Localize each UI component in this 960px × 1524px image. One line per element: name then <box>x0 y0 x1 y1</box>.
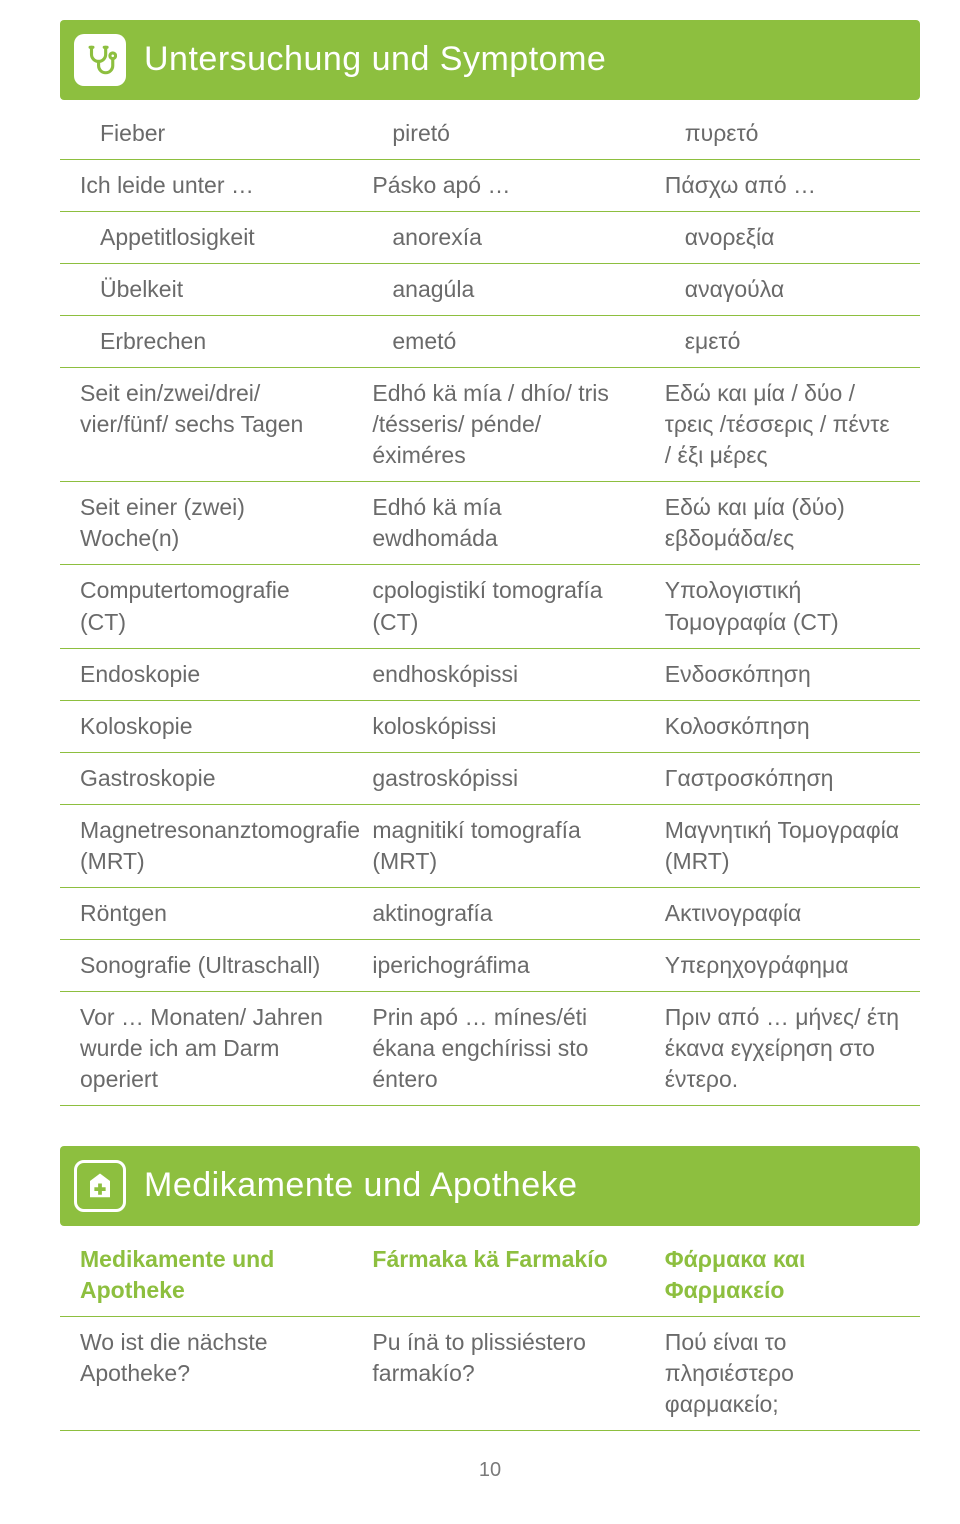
table-cell: Υπολογιστική Τομογραφία (CT) <box>645 573 920 639</box>
table-cell: endhoskópissi <box>352 657 644 692</box>
table-cell: Edhó kä mía / dhío/ tris /tésseris/ pénd… <box>352 376 644 473</box>
table-symptoms: FieberpiretóπυρετόIch leide unter …Pásko… <box>60 108 920 1106</box>
table-cell: Pu ínä to plissiéstero farmakío? <box>352 1325 644 1422</box>
table-cell: Υπερηχογράφημα <box>645 948 920 983</box>
table-row: Wo ist die nächste Apotheke?Pu ínä to pl… <box>60 1317 920 1431</box>
table-cell: cpologistikí tomografía (CT) <box>352 573 644 639</box>
table-cell: Gastroskopie <box>60 761 352 796</box>
table-cell: Εδώ και μία (δύο) εβδομάδα/ες <box>645 490 920 556</box>
table-cell: Fieber <box>60 116 352 151</box>
table-row: Sonografie (Ultraschall)iperichográfimaΥ… <box>60 940 920 992</box>
table-cell: αναγούλα <box>645 272 920 307</box>
table-cell: ανορεξία <box>645 220 920 255</box>
table-cell: Röntgen <box>60 896 352 931</box>
table-row: RöntgenaktinografíaΑκτινογραφία <box>60 888 920 940</box>
table-cell: emetó <box>352 324 644 359</box>
table-cell: anagúla <box>352 272 644 307</box>
table-pharmacy: Medikamente und Apotheke Fármaka kä Farm… <box>60 1234 920 1431</box>
table-cell: Κολοσκόπηση <box>645 709 920 744</box>
table-cell: Πού είναι το πλησιέστερο φαρμακείο; <box>645 1325 920 1422</box>
table-row: GastroskopiegastroskópissiΓαστροσκόπηση <box>60 753 920 805</box>
section-header-pharmacy: Medikamente und Apotheke <box>60 1146 920 1226</box>
table-row: EndoskopieendhoskópissiΕνδοσκόπηση <box>60 649 920 701</box>
table-row: Fieberpiretóπυρετό <box>60 108 920 160</box>
table-row: Appetitlosigkeitanorexíaανορεξία <box>60 212 920 264</box>
table-row: Seit einer (zwei) Woche(n)Edhó kä mía ew… <box>60 482 920 565</box>
table-cell: Edhó kä mía ewdhomáda <box>352 490 644 556</box>
heading-cell: Fármaka kä Farmakío <box>352 1242 644 1308</box>
table-cell: magnitikí tomografía (MRT) <box>352 813 644 879</box>
table-row: Erbrechenemetóεμετό <box>60 316 920 368</box>
table-cell: Γαστροσκόπηση <box>645 761 920 796</box>
table-cell: koloskópissi <box>352 709 644 744</box>
table-cell: Wo ist die nächste Apotheke? <box>60 1325 352 1422</box>
table-cell: Πριν από … μήνες/ έτη έκανα εγχείρηση στ… <box>645 1000 920 1097</box>
table-cell: πυρετό <box>645 116 920 151</box>
table-cell: εμετό <box>645 324 920 359</box>
table-cell: Πάσχω από … <box>645 168 920 203</box>
table-row: Computertomografie (CT)cpologistikí tomo… <box>60 565 920 648</box>
table-row: Ich leide unter …Pásko apó …Πάσχω από … <box>60 160 920 212</box>
table-cell: Endoskopie <box>60 657 352 692</box>
table-cell: anorexía <box>352 220 644 255</box>
table-row: KoloskopiekoloskópissiΚολοσκόπηση <box>60 701 920 753</box>
table-cell: piretó <box>352 116 644 151</box>
page-number: 10 <box>60 1457 920 1484</box>
table-cell: Μαγνητική Τομογραφία (MRT) <box>645 813 920 879</box>
table-row: Seit ein/zwei/drei/ vier/fünf/ sechs Tag… <box>60 368 920 482</box>
table-cell: Übelkeit <box>60 272 352 307</box>
section-title: Untersuchung und Symptome <box>144 37 606 83</box>
table-cell: Erbrechen <box>60 324 352 359</box>
table-cell: Ενδοσκόπηση <box>645 657 920 692</box>
table-cell: gastroskópissi <box>352 761 644 796</box>
table-cell: Magnetresonanztomografie (MRT) <box>60 813 352 879</box>
table-cell: Computertomografie (CT) <box>60 573 352 639</box>
table-row: Magnetresonanztomografie (MRT)magnitikí … <box>60 805 920 888</box>
table-cell: Koloskopie <box>60 709 352 744</box>
table-cell: Seit einer (zwei) Woche(n) <box>60 490 352 556</box>
table-cell: Vor … Monaten/ Jahren wurde ich am Darm … <box>60 1000 352 1097</box>
table-cell: Seit ein/zwei/drei/ vier/fünf/ sechs Tag… <box>60 376 352 473</box>
table-cell: Prin apó … mínes/éti ékana engchírissi s… <box>352 1000 644 1097</box>
table-cell: Εδώ και μία / δύο / τρεις /τέσσερις / πέ… <box>645 376 920 473</box>
table-cell: Pásko apó … <box>352 168 644 203</box>
stethoscope-icon <box>74 34 126 86</box>
table-cell: Ακτινογραφία <box>645 896 920 931</box>
section-title: Medikamente und Apotheke <box>144 1163 578 1209</box>
table-cell: Ich leide unter … <box>60 168 352 203</box>
section-header-symptoms: Untersuchung und Symptome <box>60 20 920 100</box>
table-heading-row: Medikamente und Apotheke Fármaka kä Farm… <box>60 1234 920 1317</box>
table-cell: iperichográfima <box>352 948 644 983</box>
heading-cell: Φάρμακα και Φαρμακείο <box>645 1242 920 1308</box>
page: Untersuchung und Symptome Fieberpiretóπυ… <box>0 20 960 1524</box>
table-cell: Sonografie (Ultraschall) <box>60 948 352 983</box>
table-cell: aktinografía <box>352 896 644 931</box>
table-cell: Appetitlosigkeit <box>60 220 352 255</box>
pharmacy-icon <box>74 1160 126 1212</box>
heading-cell: Medikamente und Apotheke <box>60 1242 352 1308</box>
table-row: Übelkeitanagúlaαναγούλα <box>60 264 920 316</box>
table-row: Vor … Monaten/ Jahren wurde ich am Darm … <box>60 992 920 1106</box>
